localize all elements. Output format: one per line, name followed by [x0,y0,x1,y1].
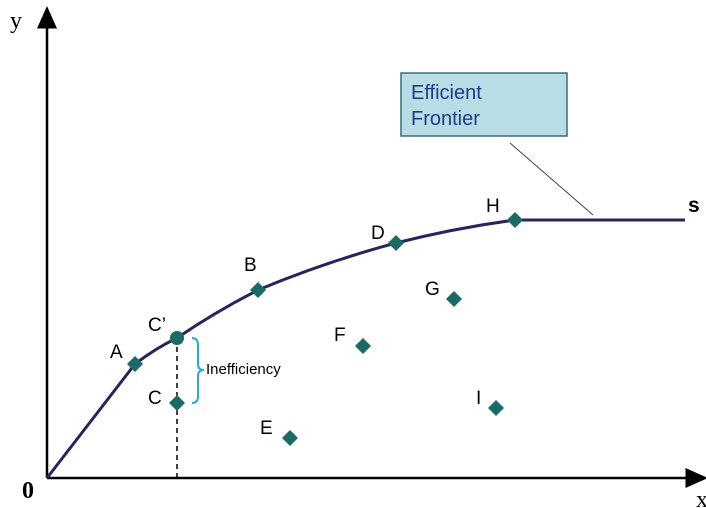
callout-pointer [509,142,594,216]
point-label: F [334,325,346,346]
point-marker [127,356,143,372]
point-label: C [148,388,162,409]
callout-text: Frontier [411,108,480,130]
point-marker [169,395,185,411]
point-label: C’ [148,315,166,336]
frontier-label: s [688,194,700,217]
inefficiency-label: Inefficiency [206,361,281,378]
inefficiency-brace [191,337,205,404]
point-marker [355,338,371,354]
callout-box [400,72,568,137]
x-axis-label: x [696,487,706,508]
point-marker [446,291,462,307]
point-label: E [260,418,273,439]
point-marker [282,430,298,446]
point-marker [488,400,504,416]
points: A C’ B D H C E F G I [110,196,523,446]
point-label: B [244,255,257,276]
y-axis-label: y [10,8,22,34]
point-marker [250,282,266,298]
point-marker [388,235,404,251]
point-label: G [425,279,440,300]
origin-label: 0 [22,478,34,504]
point-marker [170,331,184,345]
point-label: A [110,342,123,363]
point-label: D [371,223,385,244]
point-label: I [476,388,481,409]
point-label: H [486,196,500,217]
point-marker [507,212,523,228]
callout-text: Efficient [411,82,482,104]
